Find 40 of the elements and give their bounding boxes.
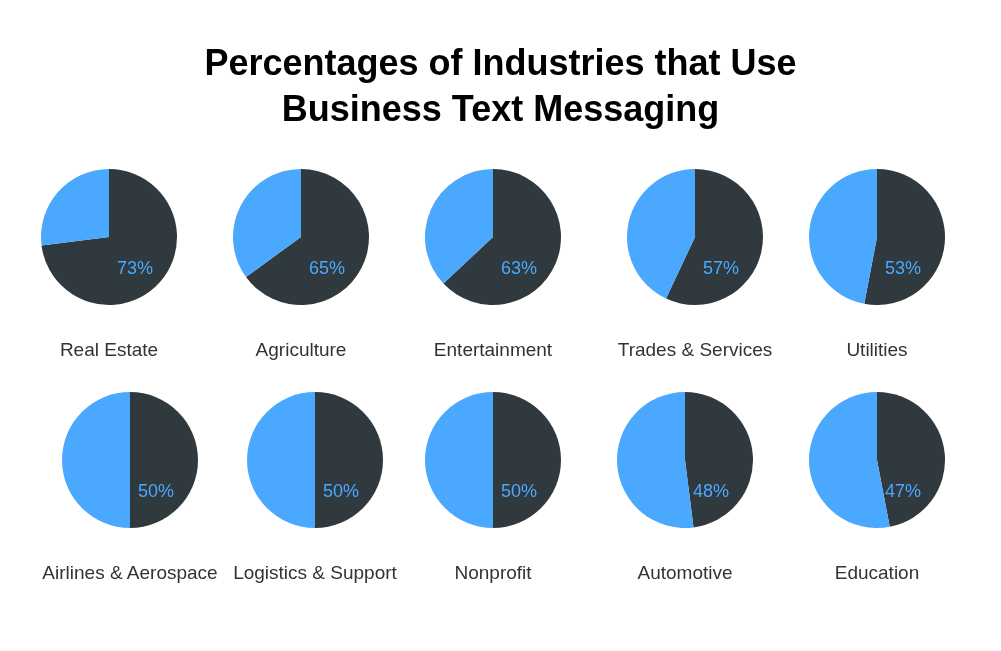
pie-slice [61, 392, 130, 528]
pie-slice [129, 392, 198, 528]
text: Trades & Services [617, 339, 772, 360]
pie-slice [314, 392, 383, 528]
pie-slice [40, 169, 109, 246]
pie-slice [665, 169, 763, 305]
data-label: 57% [702, 258, 739, 278]
pie-slice [424, 169, 493, 284]
data-label: 50% [500, 481, 537, 501]
text: Education [834, 562, 919, 583]
text: Automotive [636, 562, 733, 583]
data-label: 50% [137, 481, 174, 501]
pie-slice [626, 169, 695, 299]
text: Airlines & Aerospace [41, 562, 218, 583]
pie-slice [863, 169, 945, 305]
text: Logistics & Support [232, 562, 398, 583]
pie-slice [41, 169, 177, 305]
pie-slice [876, 392, 945, 527]
data-label: 48% [692, 481, 729, 501]
data-label: 73% [116, 258, 153, 278]
text: Utilities [845, 339, 908, 360]
pie-slice [246, 392, 315, 528]
data-label: 50% [322, 481, 359, 501]
text: Percentages of Industries that Use Business Text Messaging [203, 41, 798, 131]
pie-slice [424, 392, 493, 528]
text: Nonprofit [453, 562, 532, 583]
pie-slice [245, 169, 369, 305]
pie-slice [492, 392, 561, 528]
data-label: 65% [308, 258, 345, 278]
pie-slice [442, 169, 561, 305]
data-label: 53% [884, 258, 921, 278]
text: Agriculture [255, 339, 346, 360]
pie-slice [808, 169, 877, 304]
pie-slice [616, 392, 694, 528]
text: Real Estate [59, 339, 158, 360]
data-label: 47% [884, 481, 921, 501]
data-label: 63% [500, 258, 537, 278]
pie-slice [232, 169, 301, 277]
text: Entertainment [433, 339, 553, 360]
pie-slice [684, 392, 753, 528]
